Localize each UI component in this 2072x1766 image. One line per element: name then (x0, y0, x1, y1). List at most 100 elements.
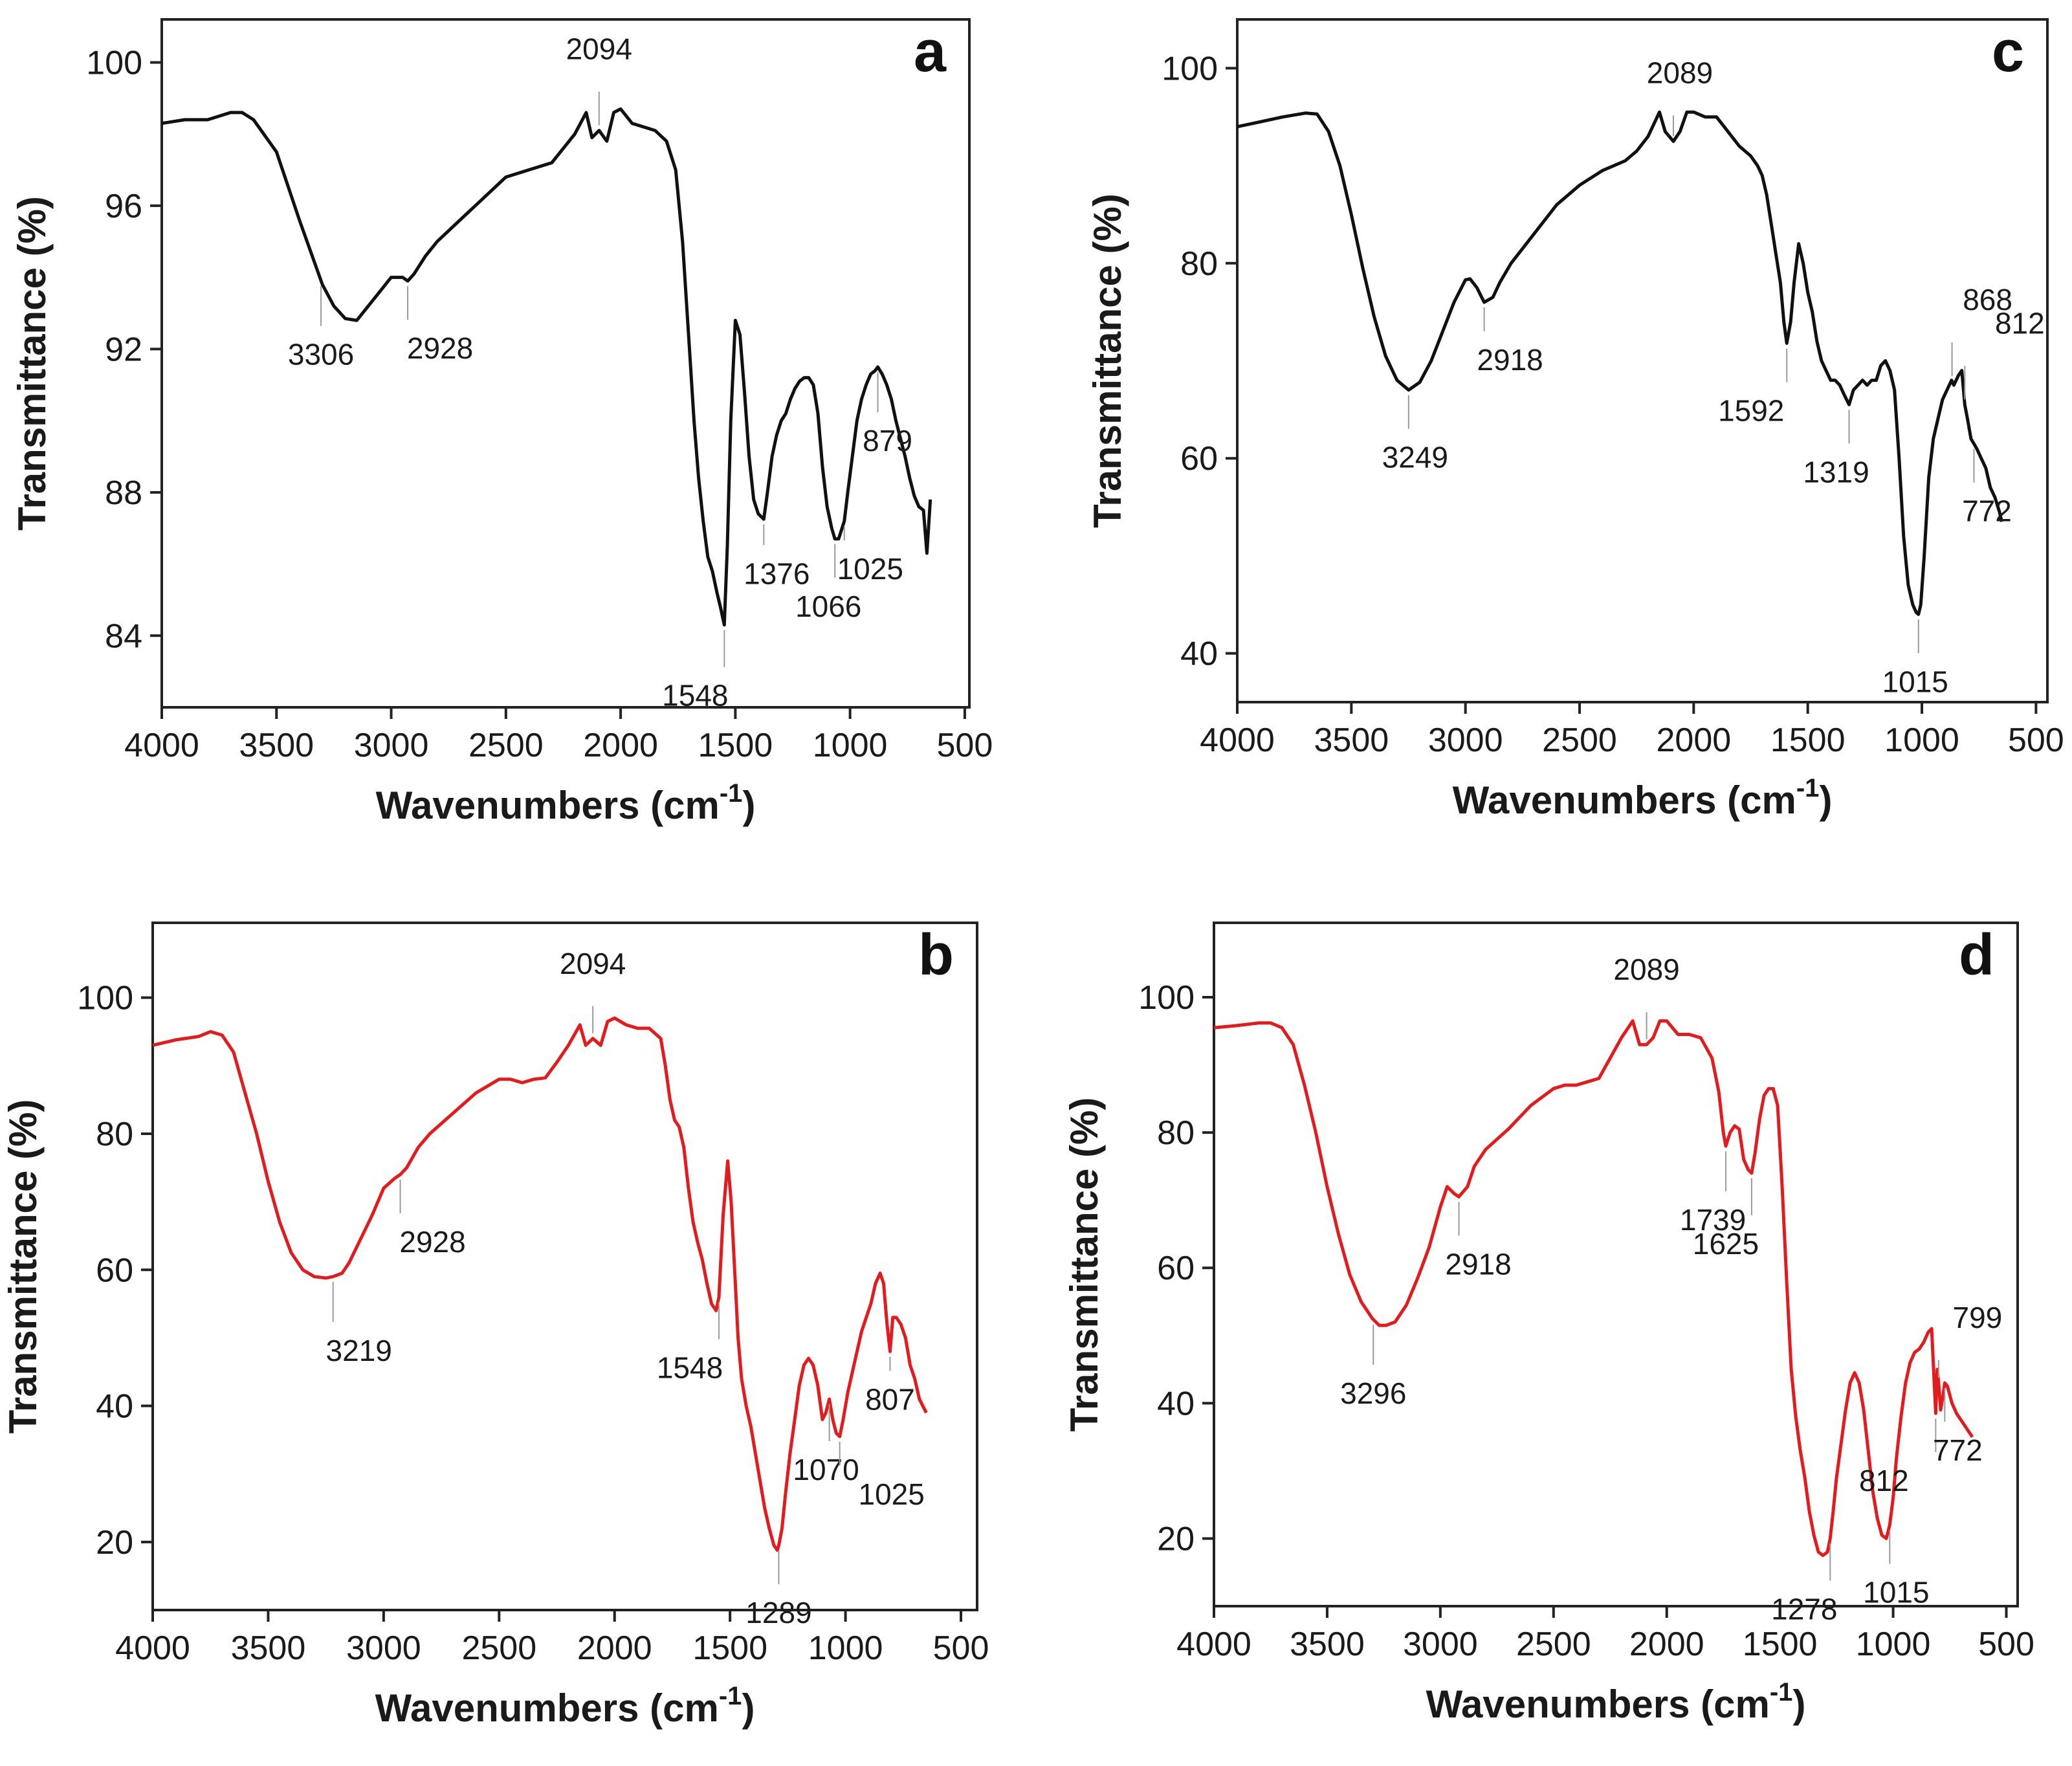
x-tick-label-a: 4000 (124, 727, 199, 764)
peak-label-c-1015: 1015 (1882, 665, 1948, 698)
x-tick-label-d: 1500 (1743, 1626, 1818, 1663)
x-axis-title-main: Wavenumbers (cm (376, 784, 720, 827)
x-tick-label-a: 1000 (813, 727, 888, 764)
peak-label-b-1025: 1025 (858, 1477, 924, 1511)
x-axis-title-end: ) (1819, 778, 1832, 822)
panel-d-chart: 4000 3500 3000 2500 2000 1500 1000 500 20 40 60 80 1… (1063, 922, 2034, 1726)
y-tick-label-a: 100 (86, 44, 142, 82)
panel-c-chart: 4000 3500 3000 2500 2000 1500 1000 500 40 60 80 100… (1086, 18, 2064, 822)
peak-label-d-1625: 1625 (1693, 1227, 1759, 1261)
peak-label-a-2094: 2094 (566, 32, 632, 66)
plot-frame-c (1236, 18, 2049, 703)
y-axis-title-b: Transmittance (%) (1, 1099, 45, 1434)
peak-label-b-3219: 3219 (326, 1334, 392, 1367)
y-tick-label-d: 40 (1157, 1385, 1195, 1422)
spectrum-line-b (152, 1016, 928, 1552)
peak-label-d-2918: 2918 (1445, 1247, 1511, 1281)
y-tick-label-c: 100 (1162, 50, 1218, 87)
x-tick-label-c: 3000 (1428, 722, 1503, 759)
x-axis-title-c: Wavenumbers (cm-1) (1453, 774, 1833, 822)
x-axis-title-main: Wavenumbers (cm (375, 1686, 719, 1730)
peak-label-d-1015: 1015 (1863, 1576, 1929, 1609)
peak-label-d-1739: 1739 (1680, 1203, 1746, 1237)
peak-label-d-772: 772 (1933, 1433, 1983, 1467)
x-tick-label-b: 4000 (115, 1629, 190, 1667)
y-tick-label-c: 40 (1180, 635, 1218, 673)
y-tick-label-b: 100 (77, 980, 133, 1017)
x-tick-label-a: 3000 (354, 727, 429, 764)
x-tick-label-a: 3500 (239, 727, 314, 764)
peak-label-a-2928: 2928 (407, 331, 473, 365)
peak-label-b-1548: 1548 (657, 1351, 723, 1384)
y-tick-label-b: 60 (96, 1252, 133, 1289)
panel-letter-b: b (918, 923, 954, 988)
x-tick-label-a: 500 (937, 727, 993, 764)
peak-label-a-879: 879 (863, 424, 912, 458)
x-tick-label-c: 500 (2008, 722, 2064, 759)
peak-label-c-2918: 2918 (1477, 343, 1543, 377)
x-tick-label-b: 1000 (808, 1629, 883, 1667)
y-tick-label-c: 80 (1180, 245, 1218, 283)
peak-label-c-1319: 1319 (1803, 455, 1869, 489)
x-tick-label-c: 4000 (1200, 722, 1275, 759)
y-tick-label-b: 40 (96, 1388, 133, 1426)
peak-label-c-868: 868 (1963, 283, 2012, 316)
x-tick-label-b: 500 (933, 1629, 989, 1667)
y-tick-label-a: 92 (105, 331, 142, 368)
peak-label-d-799: 799 (1953, 1301, 2003, 1334)
peak-label-c-2089: 2089 (1647, 56, 1713, 89)
x-tick-label-b: 2000 (577, 1629, 652, 1667)
plot-frame-b (151, 922, 978, 1611)
y-axis-title-d: Transmittance (%) (1063, 1098, 1106, 1432)
x-tick-label-a: 2500 (468, 727, 544, 764)
x-axis-title-end: ) (742, 784, 755, 827)
x-tick-label-c: 1000 (1884, 722, 1959, 759)
peak-label-b-2928: 2928 (399, 1225, 465, 1259)
x-tick-label-a: 1500 (698, 727, 773, 764)
y-tick-label-a: 84 (105, 617, 142, 655)
x-tick-label-a: 2000 (583, 727, 658, 764)
y-tick-label-a: 96 (105, 188, 142, 225)
peak-label-a-3306: 3306 (288, 338, 354, 371)
plot-frame-a (160, 18, 971, 709)
x-tick-label-c: 2500 (1542, 722, 1617, 759)
x-tick-label-d: 1000 (1856, 1626, 1931, 1663)
x-axis-title-end: ) (1792, 1683, 1805, 1726)
x-tick-label-d: 2500 (1516, 1626, 1591, 1663)
x-tick-label-d: 3500 (1290, 1626, 1365, 1663)
x-tick-label-c: 1500 (1770, 722, 1846, 759)
x-tick-label-b: 1500 (692, 1629, 767, 1667)
peak-label-b-1070: 1070 (793, 1453, 859, 1486)
x-axis-title-sup: -1 (1770, 1678, 1793, 1706)
x-tick-label-d: 4000 (1176, 1626, 1251, 1663)
y-tick-label-c: 60 (1180, 440, 1218, 478)
y-tick-label-d: 60 (1157, 1250, 1195, 1287)
panel-letter-a: a (914, 19, 947, 84)
peak-label-d-2089: 2089 (1613, 953, 1679, 986)
peak-label-d-812: 812 (1859, 1464, 1909, 1497)
y-tick-label-d: 80 (1157, 1114, 1195, 1152)
x-axis-title-b: Wavenumbers (cm-1) (375, 1682, 755, 1730)
x-axis-title-d: Wavenumbers (cm-1) (1426, 1678, 1806, 1726)
peak-label-b-807: 807 (865, 1382, 915, 1416)
x-axis-title-sup: -1 (719, 1682, 742, 1710)
y-tick-label-a: 88 (105, 474, 142, 512)
panel-letter-c: c (1992, 19, 2024, 84)
peak-label-b-1289: 1289 (745, 1596, 811, 1629)
peak-label-a-1066: 1066 (795, 590, 861, 623)
peak-label-a-1376: 1376 (744, 557, 810, 590)
peak-label-a-1025: 1025 (837, 552, 903, 586)
y-tick-label-d: 100 (1138, 979, 1195, 1017)
peak-label-b-2094: 2094 (560, 947, 626, 980)
x-tick-label-b: 3500 (231, 1629, 306, 1667)
spectrum-line-d (1213, 1019, 1974, 1558)
spectrum-line-c (1237, 110, 2003, 616)
peak-label-c-772: 772 (1962, 494, 2012, 528)
spectrum-line-a (161, 107, 932, 627)
x-axis-title-sup: -1 (720, 779, 743, 808)
x-axis-title-main: Wavenumbers (cm (1426, 1683, 1770, 1726)
peak-label-d-1278: 1278 (1771, 1592, 1837, 1626)
peak-label-c-1592: 1592 (1718, 393, 1784, 427)
peak-label-c-3249: 3249 (1382, 441, 1448, 474)
y-axis-title-c: Transmittance (%) (1086, 193, 1129, 528)
